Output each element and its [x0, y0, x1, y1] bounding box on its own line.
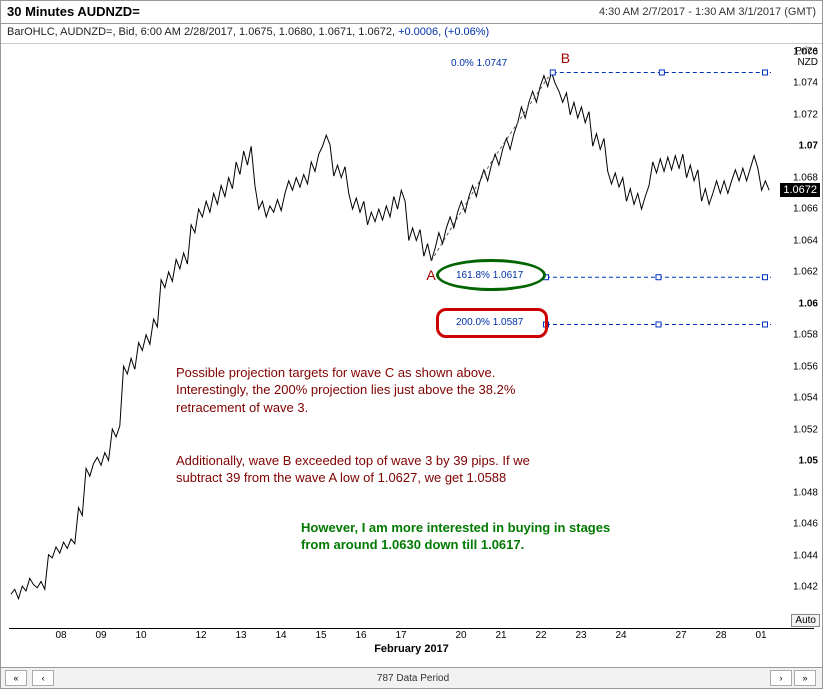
x-tick: 22 [535, 630, 546, 641]
x-tick: 15 [315, 630, 326, 641]
y-tick: 1.042 [793, 582, 818, 593]
bar-ohlc-readout: BarOHLC, AUDNZD=, Bid, 6:00 AM 2/28/2017… [1, 24, 822, 43]
x-tick: 17 [395, 630, 406, 641]
y-tick: 1.072 [793, 109, 818, 120]
x-tick: 09 [95, 630, 106, 641]
title-bar: 30 Minutes AUDNZD= 4:30 AM 2/7/2017 - 1:… [1, 1, 822, 24]
y-tick: 1.046 [793, 519, 818, 530]
nav-last-button[interactable]: » [794, 670, 816, 686]
x-tick: 21 [495, 630, 506, 641]
x-axis-line [9, 628, 814, 629]
x-axis-label: February 2017 [374, 643, 449, 655]
nav-left-group: « ‹ [5, 670, 56, 686]
x-tick: 28 [715, 630, 726, 641]
chart-plot-area[interactable]: Price NZD 1.0761.0741.0721.071.0681.0661… [1, 43, 822, 667]
chart-range: 4:30 AM 2/7/2017 - 1:30 AM 3/1/2017 (GMT… [599, 6, 816, 18]
x-tick: 24 [615, 630, 626, 641]
fib-0-label: 0.0% 1.0747 [451, 58, 507, 69]
chart-title: 30 Minutes AUDNZD= [7, 4, 140, 19]
y-tick: 1.044 [793, 550, 818, 561]
nav-right-group: › » [770, 670, 818, 686]
chart-window: 30 Minutes AUDNZD= 4:30 AM 2/7/2017 - 1:… [0, 0, 823, 689]
nav-first-button[interactable]: « [5, 670, 27, 686]
y-tick: 1.076 [793, 46, 818, 57]
y-tick: 1.054 [793, 393, 818, 404]
y-tick: 1.048 [793, 487, 818, 498]
nav-next-button[interactable]: › [770, 670, 792, 686]
x-tick: 12 [195, 630, 206, 641]
y-tick: 1.056 [793, 361, 818, 372]
annotation-paragraph-2: Additionally, wave B exceeded top of wav… [176, 452, 556, 487]
red-circle-annotation [436, 308, 548, 338]
wave-a-label: A [426, 267, 435, 283]
y-tick: 1.062 [793, 267, 818, 278]
y-tick: 1.064 [793, 235, 818, 246]
x-tick: 16 [355, 630, 366, 641]
x-tick: 08 [55, 630, 66, 641]
y-tick: 1.06 [799, 298, 818, 309]
y-tick: 1.068 [793, 172, 818, 183]
status-bar: « ‹ 787 Data Period › » [1, 667, 822, 688]
x-tick: 27 [675, 630, 686, 641]
annotation-paragraph-3: However, I am more interested in buying … [301, 519, 621, 554]
x-tick: 20 [455, 630, 466, 641]
wave-b-label: B [561, 50, 570, 66]
autoscale-badge[interactable]: Auto [791, 614, 820, 627]
y-tick: 1.07 [799, 141, 818, 152]
price-plot [1, 44, 822, 667]
data-period-label: 787 Data Period [377, 673, 449, 684]
annotation-paragraph-1: Possible projection targets for wave C a… [176, 364, 556, 417]
y-tick: 1.058 [793, 330, 818, 341]
y-tick: 1.05 [799, 456, 818, 467]
x-tick: 01 [755, 630, 766, 641]
green-circle-annotation [436, 259, 546, 291]
x-tick: 23 [575, 630, 586, 641]
current-price-tag: 1.0672 [780, 183, 820, 197]
y-tick: 1.066 [793, 204, 818, 215]
x-tick: 13 [235, 630, 246, 641]
ohlc-text: BarOHLC, AUDNZD=, Bid, 6:00 AM 2/28/2017… [7, 26, 398, 38]
ohlc-delta: +0.0006, (+0.06%) [398, 26, 489, 38]
nav-prev-button[interactable]: ‹ [32, 670, 54, 686]
x-tick: 10 [135, 630, 146, 641]
x-tick: 14 [275, 630, 286, 641]
y-tick: 1.074 [793, 78, 818, 89]
y-tick: 1.052 [793, 424, 818, 435]
